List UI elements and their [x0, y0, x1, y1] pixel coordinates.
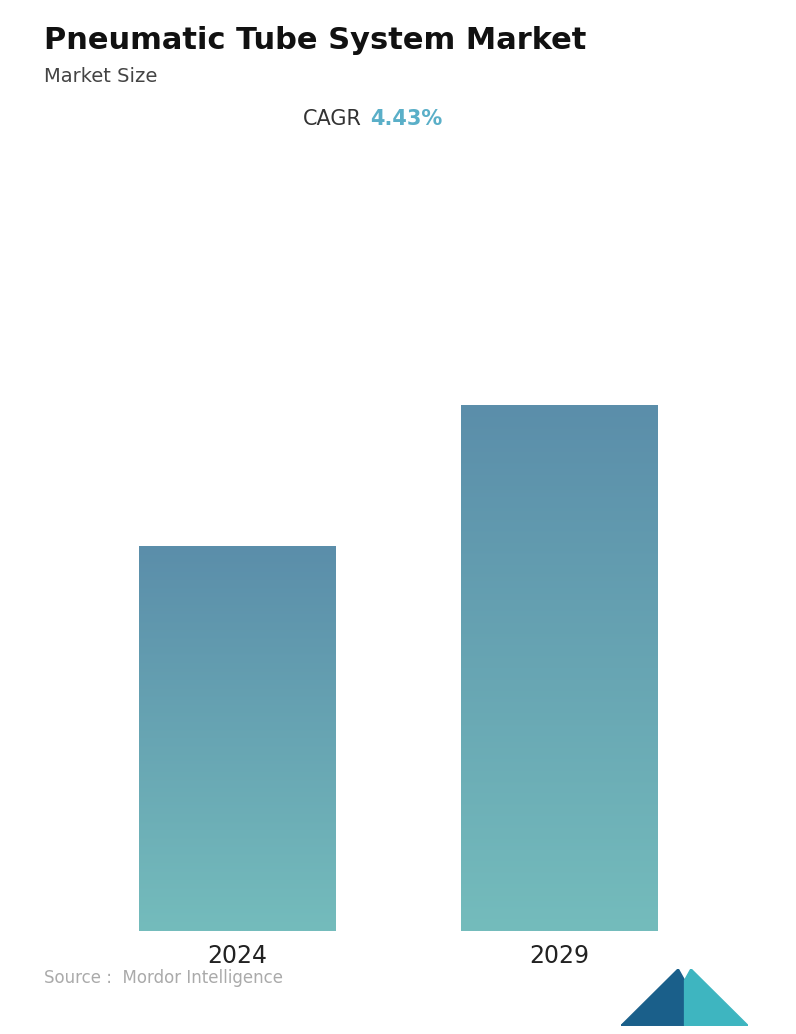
Text: CAGR: CAGR [303, 109, 362, 128]
Text: Pneumatic Tube System Market: Pneumatic Tube System Market [44, 26, 586, 55]
Text: 4.43%: 4.43% [370, 109, 443, 128]
Polygon shape [621, 969, 685, 1026]
Text: Market Size: Market Size [44, 67, 157, 86]
Text: Source :  Mordor Intelligence: Source : Mordor Intelligence [44, 970, 283, 987]
Polygon shape [621, 980, 685, 1026]
Polygon shape [685, 969, 748, 1026]
